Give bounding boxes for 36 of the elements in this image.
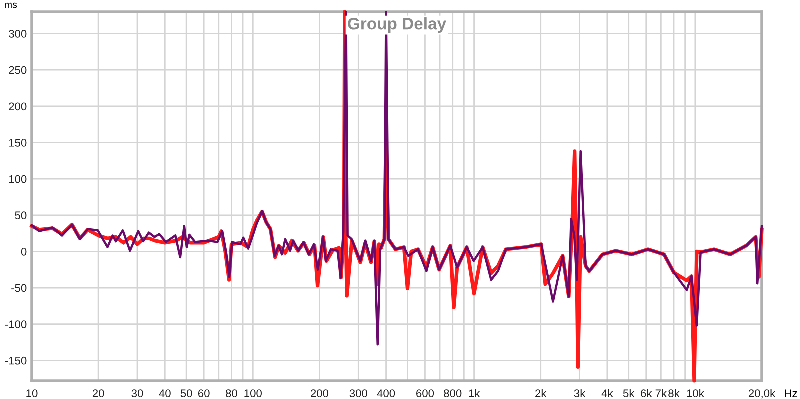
y-tick-label: -50 — [12, 284, 27, 292]
x-tick-label: 3k — [574, 389, 586, 398]
x-tick-label: 5k — [623, 389, 635, 398]
y-tick-label: 250 — [9, 66, 27, 74]
y-tick-label: 300 — [9, 30, 27, 38]
x-tick-label: 60 — [198, 390, 210, 398]
x-tick-label: 30 — [132, 390, 144, 398]
x-tick-label: 80 — [226, 390, 238, 398]
x-tick-label: 40 — [159, 390, 171, 398]
chart-title: Group Delay — [348, 18, 446, 34]
x-axis-title: Hz — [785, 390, 798, 398]
y-tick-label: 150 — [9, 139, 27, 147]
y-tick-label: 200 — [9, 102, 27, 111]
x-tick-label: 8k — [668, 389, 680, 398]
x-tick-label: 4k — [602, 389, 614, 398]
x-tick-label: 2k — [536, 389, 547, 398]
y-tick-label: 100 — [9, 175, 27, 184]
x-tick-label: 7k — [656, 389, 668, 398]
x-tick-label: 300 — [350, 390, 368, 398]
y-tick-label: -100 — [5, 320, 27, 328]
y-axis-title: ms — [5, 2, 18, 8]
x-tick-label: 600 — [416, 390, 434, 398]
x-tick-label: 1k — [469, 389, 480, 398]
x-tick-label: 100 — [244, 390, 262, 398]
x-tick-label: 20 — [92, 390, 104, 398]
x-tick-label: 6k — [641, 389, 652, 398]
y-tick-label: 50 — [15, 212, 27, 220]
y-tick-label: 0 — [21, 248, 27, 256]
x-tick-label: 50 — [180, 390, 192, 398]
x-tick-label: 10k — [687, 389, 704, 398]
x-tick-label: 400 — [377, 390, 396, 398]
y-tick-label: -150 — [5, 356, 27, 365]
x-tick-label: 200 — [311, 390, 329, 398]
x-tick-label: 20,0k — [748, 389, 776, 399]
x-tick-label: 800 — [444, 390, 462, 398]
x-tick-label: 10 — [26, 390, 38, 398]
